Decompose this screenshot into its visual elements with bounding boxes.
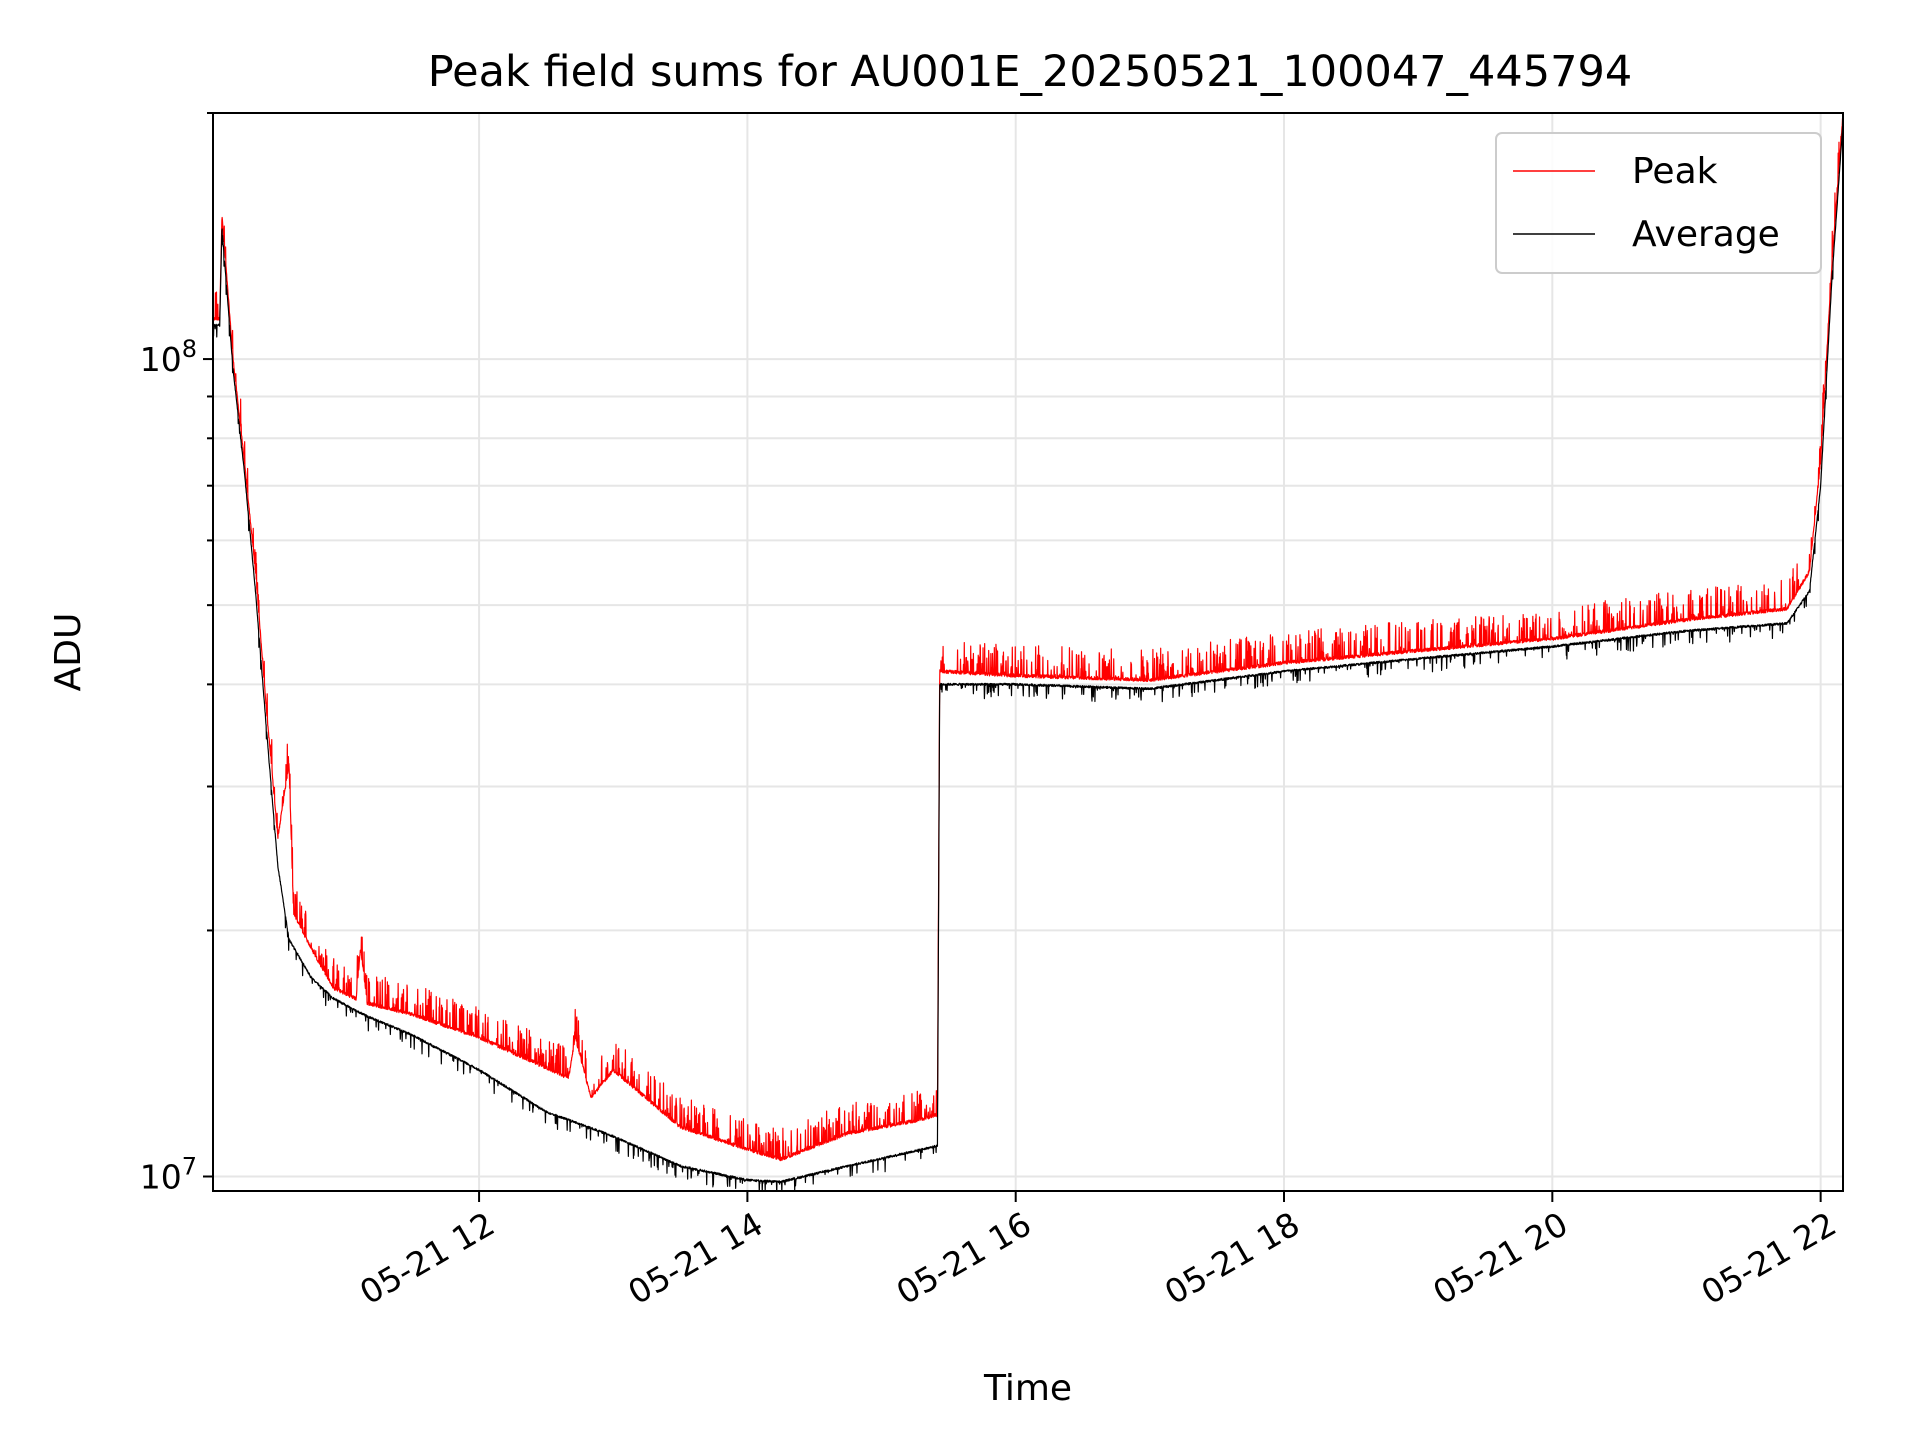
chart-title: Peak field sums for AU001E_20250521_1000… — [428, 47, 1632, 97]
plot-area — [213, 113, 1843, 1191]
legend-label-peak: Peak — [1632, 151, 1718, 192]
y-axis-label: ADU — [48, 613, 89, 692]
plot-frame — [212, 112, 1844, 1192]
series-layer — [213, 113, 1843, 1191]
y-tick-label: 108 — [140, 335, 197, 379]
y-axis-ticks: 107 108 — [140, 112, 213, 1197]
y-tick-label: 107 — [140, 1153, 197, 1197]
series-line-average — [213, 121, 1843, 1191]
legend-box — [1495, 132, 1822, 274]
legend: Peak Average — [1495, 132, 1822, 274]
series-line-peak — [213, 113, 1843, 1162]
legend-label-average: Average — [1632, 214, 1780, 255]
x-axis-label: Time — [983, 1368, 1072, 1409]
